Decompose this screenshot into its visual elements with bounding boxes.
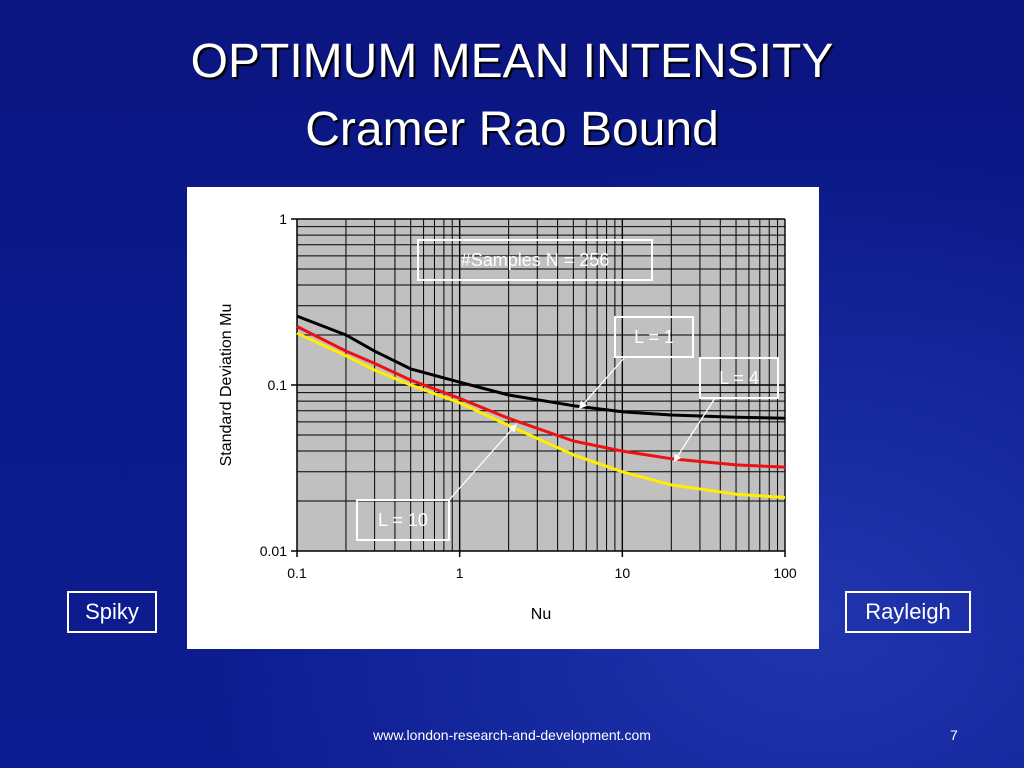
- slide-title: OPTIMUM MEAN INTENSITY: [190, 35, 834, 88]
- callout-l10-text: L = 10: [378, 510, 428, 530]
- callout-l4-box: [699, 357, 779, 399]
- callout-l4-arrow: [673, 397, 716, 463]
- samples-annotation-box: [417, 239, 653, 281]
- x-axis-label: Nu: [531, 606, 551, 623]
- x-tick-label: 0.1: [287, 565, 307, 581]
- rayleigh-label: Rayleigh: [845, 591, 971, 633]
- y-tick-label: 1: [279, 211, 287, 227]
- page-number: 7: [950, 727, 958, 743]
- callout-l1-box: [614, 316, 694, 358]
- samples-annotation-text: #Samples N = 256: [461, 250, 610, 270]
- slide-subtitle: Cramer Rao Bound: [305, 103, 719, 156]
- callout-l1-text: L = 1: [634, 327, 674, 347]
- series-line-2: [296, 325, 786, 469]
- x-tick-label: 100: [773, 565, 797, 581]
- series-line-1: [296, 314, 786, 420]
- callout-l1-arrow: [578, 356, 626, 410]
- callout-l4-text: L = 4: [719, 368, 759, 388]
- callout-l10-box: [356, 499, 450, 541]
- y-axis-label: Standard Deviation Mu: [218, 304, 235, 467]
- spiky-label: Spiky: [67, 591, 157, 633]
- x-tick-label: 1: [456, 565, 464, 581]
- y-tick-label: 0.01: [260, 543, 287, 559]
- y-tick-label: 0.1: [268, 377, 288, 393]
- footer-url[interactable]: www.london-research-and-development.com: [373, 727, 651, 743]
- x-tick-label: 10: [615, 565, 631, 581]
- annotations: #Samples N = 256 L = 1 L = 4 L = 10: [356, 239, 779, 541]
- callout-l10-arrow: [448, 424, 517, 501]
